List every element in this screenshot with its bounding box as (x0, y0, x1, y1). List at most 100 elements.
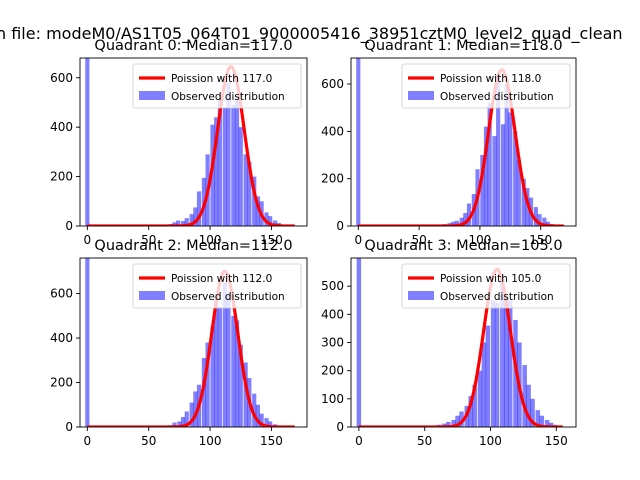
y-tick-label: 400 (50, 120, 73, 134)
y-tick-label: 200 (50, 170, 73, 184)
hist-bar (459, 411, 464, 427)
hist-bar (252, 393, 257, 427)
x-tick-label: 50 (141, 434, 156, 448)
quadrant-2-panel: 0 50 100 150 0 200 400 600 Quadrant 2: Median=11… (50, 238, 308, 448)
hist-bar (468, 396, 473, 427)
y-tick-label: 500 (321, 279, 344, 293)
y-tick-label: 600 (321, 77, 344, 91)
hist-bar (210, 326, 215, 427)
hist-bar (172, 222, 177, 226)
hist-bar (238, 344, 243, 427)
quadrant-0-panel: 0 50 100 150 0 200 400 600 Quadrant 0: Median=11… (50, 38, 308, 247)
hist-bar (252, 176, 257, 226)
hist-bar (542, 217, 547, 226)
legend-hist-swatch (408, 291, 434, 300)
legend-fit-label: Poission with 112.0 (171, 273, 272, 285)
y-tick-label: 200 (50, 376, 73, 390)
hist-spike-bar (356, 258, 362, 427)
quadrant-3-title: Quadrant 3: Median=105.0 (364, 238, 562, 254)
quadrant-1-title: Quadrant 1: Median=118.0 (364, 38, 562, 54)
hist-bar (238, 127, 243, 226)
y-tick-label: 0 (65, 219, 73, 233)
hist-spike-bar (356, 58, 361, 226)
hist-bar (500, 124, 506, 226)
hist-bar (189, 402, 194, 427)
panels-container: 0 50 100 150 0 200 400 600 Quadrant 0: Median=11… (50, 38, 577, 448)
hist-bar (544, 419, 550, 427)
hist-bar (446, 421, 451, 427)
hist-bar (526, 384, 531, 427)
hist-bar (255, 404, 261, 427)
hist-bar (180, 221, 186, 226)
legend-hist-label: Observed distribution (440, 91, 554, 103)
poisson-fit-line (86, 269, 296, 427)
x-tick-label: 150 (545, 434, 568, 448)
hist-bar (247, 161, 252, 226)
x-tick-label: 0 (84, 434, 92, 448)
y-tick-label: 0 (336, 219, 344, 233)
poisson-fit-line (357, 68, 565, 226)
axes-frame (79, 57, 308, 227)
hist-bar (480, 155, 485, 226)
hist-bar (504, 294, 509, 427)
hist-bar (492, 136, 497, 226)
x-tick-label: 50 (411, 233, 426, 247)
legend-box (401, 63, 571, 109)
hist-bar (545, 221, 551, 226)
hist-bar (184, 411, 189, 427)
plot-area (356, 258, 564, 427)
legend-fit-label: Poission with 117.0 (171, 73, 272, 85)
hist-bar (172, 422, 177, 427)
quadrant-2-title: Quadrant 2: Median=112.0 (94, 238, 292, 254)
hist-bar (268, 421, 273, 427)
hist-bar (466, 203, 472, 226)
hist-bar (184, 218, 189, 226)
hist-bar (201, 358, 207, 427)
hist-bar (530, 398, 535, 427)
quadrant-1-panel: 0 50 100 150 0 200 400 600 Quadrant 1: Median=11… (321, 38, 577, 247)
hist-bar (522, 365, 527, 427)
hist-bar (533, 207, 538, 226)
x-tick-label: 100 (468, 233, 491, 247)
hist-bar (264, 418, 269, 427)
hist-bar (268, 216, 273, 226)
legend-hist-label: Observed distribution (440, 291, 554, 303)
hist-bar (234, 320, 240, 427)
hist-bar (481, 342, 487, 427)
hist-bar (477, 370, 483, 427)
x-tick-label: 0 (84, 233, 92, 247)
x-tick-label: 150 (260, 233, 283, 247)
legend-box (401, 263, 571, 309)
hist-bar (537, 214, 542, 226)
figure-suptitle: n file: modeM0/AS1T05_064T01_9000005416_… (0, 24, 623, 44)
hist-bar (535, 410, 541, 427)
x-tick-label: 50 (417, 434, 432, 448)
x-tick-label: 0 (354, 233, 362, 247)
hist-bar (214, 293, 219, 427)
x-tick-label: 150 (529, 233, 552, 247)
poisson-fit-line (357, 267, 564, 427)
hist-bar (193, 207, 198, 226)
hist-spike-bar (85, 258, 90, 427)
hist-bar (217, 306, 222, 427)
hist-bar (487, 102, 492, 226)
hist-bar (273, 220, 278, 226)
hist-bar (451, 419, 456, 427)
hist-bar (196, 191, 202, 226)
legend-hist-swatch (139, 291, 165, 300)
hist-bar (508, 112, 513, 226)
hist-bar (231, 315, 236, 427)
x-tick-label: 150 (260, 434, 283, 448)
legend-fit-label: Poission with 118.0 (440, 73, 541, 85)
quadrant-0-title: Quadrant 0: Median=117.0 (94, 38, 292, 54)
y-tick-label: 400 (321, 124, 344, 138)
y-tick-label: 0 (65, 420, 73, 434)
legend-hist-label: Observed distribution (171, 291, 285, 303)
hist-bar (176, 220, 181, 226)
hist-bar (193, 391, 198, 427)
y-tick-label: 400 (321, 307, 344, 321)
y-tick-label: 600 (50, 287, 73, 301)
legend-hist-swatch (139, 91, 165, 100)
hist-bar (472, 384, 477, 427)
